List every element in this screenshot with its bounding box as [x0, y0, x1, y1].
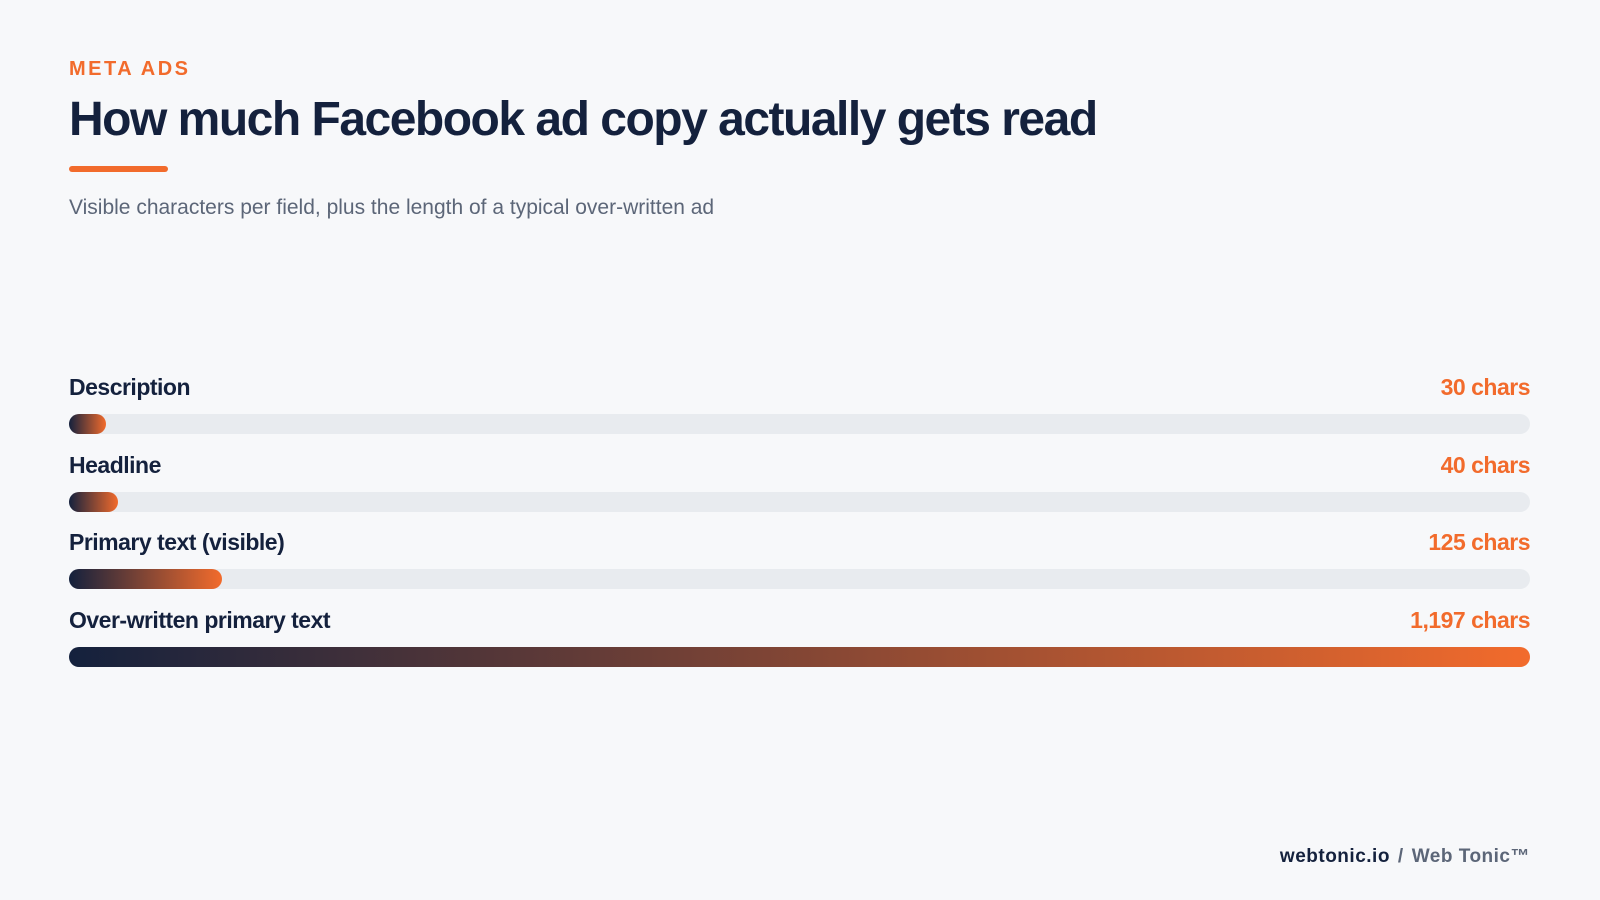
bar-row: Primary text (visible) 125 chars [69, 529, 1530, 607]
chart-title: How much Facebook ad copy actually gets … [69, 93, 1098, 146]
footer-site: webtonic.io [1279, 846, 1390, 867]
bar-row: Headline 40 chars [69, 451, 1531, 530]
bar-track [69, 569, 1530, 589]
category-label: Over-written primary text [69, 606, 331, 633]
bar-track [69, 491, 1530, 512]
bar [69, 646, 1530, 667]
bar-row: Over-written primary text 1,197 chars [69, 607, 1530, 685]
value-label: 125 chars [1428, 529, 1530, 555]
category-label: Primary text (visible) [69, 529, 285, 555]
bar-row: Description 30 chars [69, 374, 1531, 452]
bar-list: Description 30 chars Headline 40 chars Prima… [69, 374, 1531, 685]
bar [69, 491, 118, 512]
category-label: Headline [69, 451, 161, 478]
category-label: Description [69, 374, 191, 400]
bar-track [69, 414, 1530, 434]
chart-subtitle: Visible characters per field, plus the l… [69, 196, 715, 219]
bar [69, 414, 106, 434]
value-label: 1,197 chars [1410, 606, 1530, 633]
bar-track [69, 646, 1530, 667]
footer-separator: / [1397, 846, 1404, 867]
bar [69, 569, 222, 589]
value-label: 30 chars [1440, 374, 1531, 400]
footer-brand: Web Tonic™ [1411, 846, 1530, 867]
footer: webtonic.io / Web Tonic™ [1280, 846, 1530, 868]
title-underline [69, 166, 168, 172]
eyebrow: META ADS [69, 58, 191, 80]
value-label: 40 chars [1440, 451, 1531, 478]
